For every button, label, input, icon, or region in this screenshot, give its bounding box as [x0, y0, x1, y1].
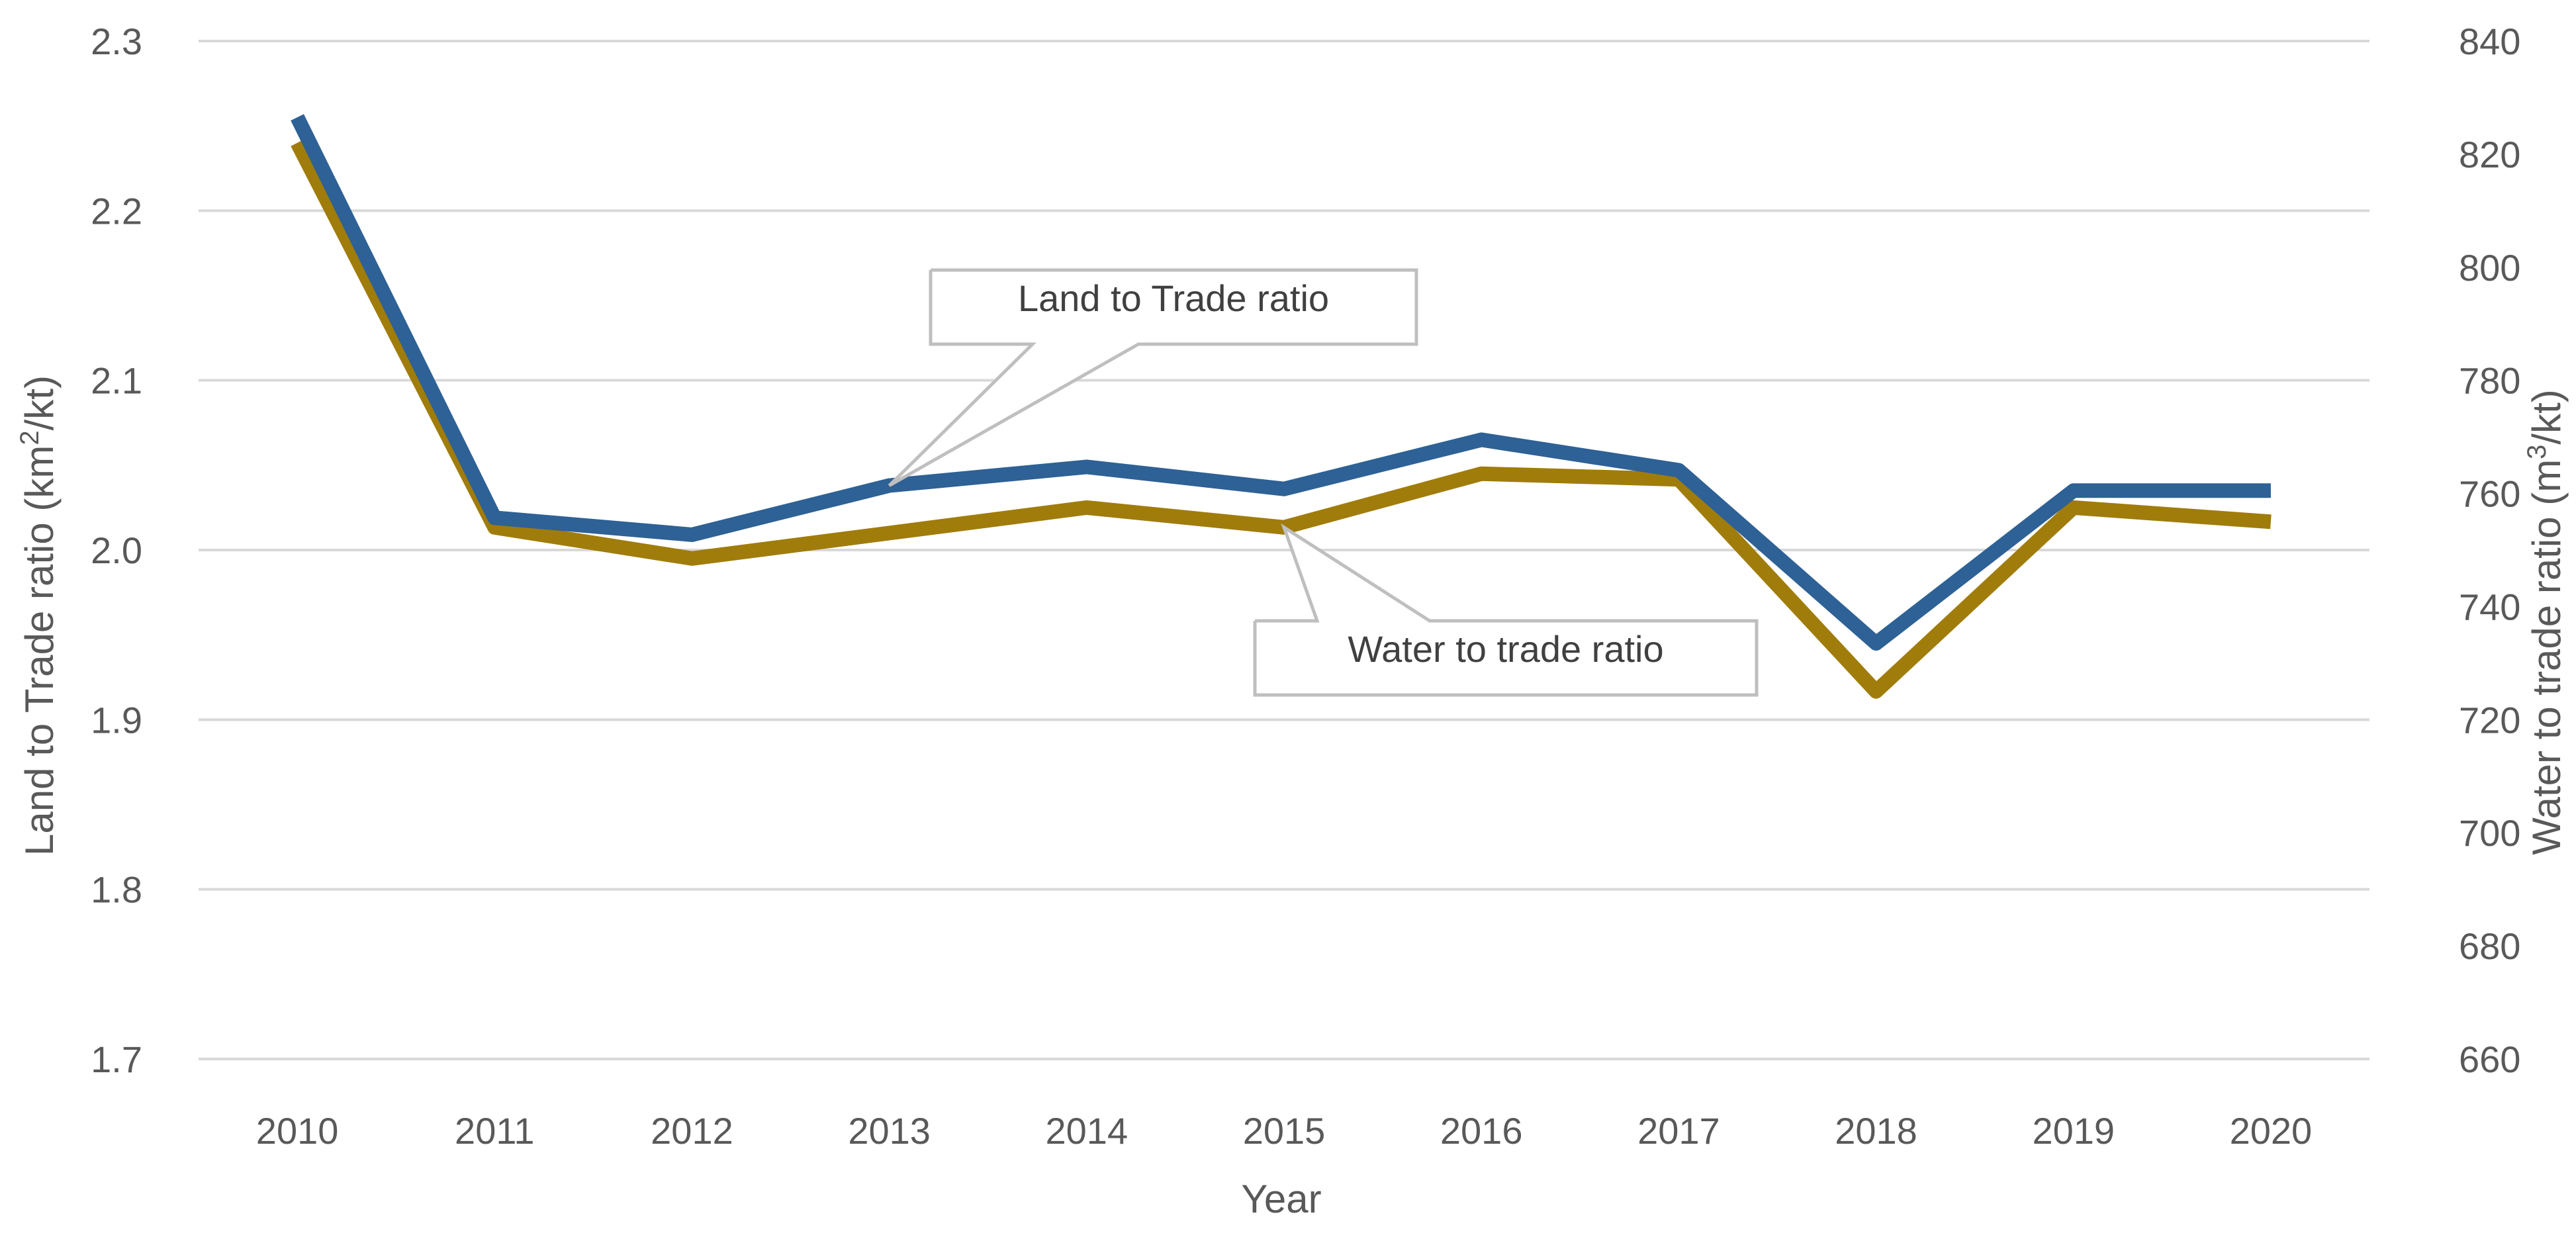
right-tick-label: 740 — [2459, 586, 2520, 627]
x-tick-label: 2011 — [455, 1110, 534, 1152]
water-callout-pointer — [1253, 523, 1759, 697]
x-tick-label: 2019 — [2032, 1110, 2115, 1152]
right-tick-label: 700 — [2459, 812, 2520, 854]
series-line-land — [291, 114, 2271, 651]
x-tick-label: 2018 — [1835, 1110, 1917, 1152]
land-callout-label: Land to Trade ratio — [1018, 277, 1329, 319]
left-tick-label: 1.9 — [91, 699, 142, 741]
right-tick-label: 720 — [2459, 699, 2520, 741]
x-tick-label: 2014 — [1046, 1110, 1128, 1152]
right-tick-label: 780 — [2459, 360, 2520, 402]
series-line-water — [291, 139, 2272, 699]
land-callout: Land to Trade ratio — [888, 268, 1418, 487]
left-tick-label: 2.3 — [91, 21, 142, 62]
left-tick-label: 1.7 — [91, 1038, 142, 1080]
x-tick-label: 2016 — [1440, 1110, 1523, 1152]
x-tick-label: 2012 — [651, 1110, 733, 1152]
right-tick-label: 760 — [2459, 473, 2520, 515]
left-tick-label: 2.1 — [91, 360, 142, 402]
left-tick-label: 2.0 — [91, 529, 142, 571]
x-tick-label: 2013 — [848, 1110, 931, 1152]
x-tick-label: 2010 — [256, 1110, 339, 1152]
x-tick-label: 2015 — [1243, 1110, 1326, 1152]
right-tick-label: 800 — [2459, 247, 2520, 289]
gridlines — [199, 40, 2369, 1060]
right-axis-title: Water to trade ratio (m3/kt) — [2522, 389, 2569, 855]
series-lines — [291, 114, 2272, 699]
right-tick-label: 660 — [2459, 1038, 2520, 1080]
left-tick-label: 2.2 — [91, 190, 142, 232]
left-axis-ticks: 1.7 1.8 1.9 2.0 2.1 2.2 2.3 — [91, 21, 142, 1080]
left-axis-title: Land to Trade ratio (km2/kt) — [15, 375, 62, 856]
x-axis-ticks: 2010 2011 2012 2013 2014 2015 2016 2017 2018 2019… — [256, 1110, 2312, 1152]
x-axis-title: Year — [1241, 1177, 1321, 1221]
water-callout: Water to trade ratio — [1253, 523, 1759, 697]
land-callout-pointer — [888, 268, 1418, 487]
left-tick-label: 1.8 — [91, 869, 142, 911]
right-tick-label: 840 — [2459, 21, 2520, 62]
water-callout-label: Water to trade ratio — [1348, 628, 1663, 670]
right-tick-label: 680 — [2459, 925, 2520, 967]
right-tick-label: 820 — [2459, 134, 2520, 175]
x-tick-label: 2017 — [1637, 1110, 1720, 1152]
right-axis-ticks: 660 680 700 720 740 760 780 800 820 840 — [2459, 21, 2520, 1080]
x-tick-label: 2020 — [2230, 1110, 2313, 1152]
